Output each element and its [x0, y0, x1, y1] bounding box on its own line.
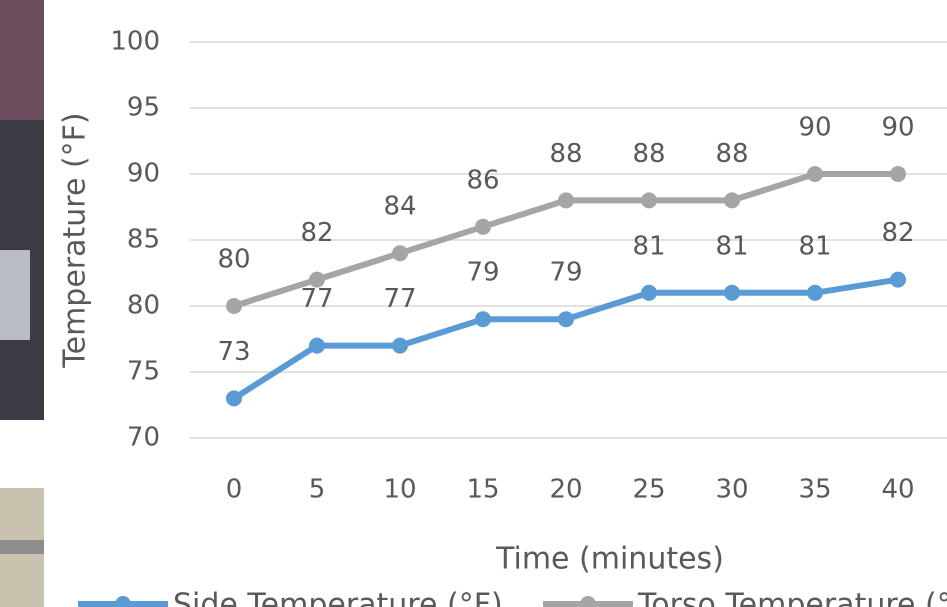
x-tick-label: 40	[881, 475, 914, 505]
point	[392, 338, 408, 354]
y-tick-label: 75	[127, 357, 160, 387]
point	[475, 219, 491, 235]
data-label: 90	[881, 113, 914, 143]
data-label: 77	[383, 284, 416, 314]
x-axis-title: Time (minutes)	[495, 542, 724, 577]
data-label: 82	[881, 218, 914, 248]
x-tick-label: 25	[632, 475, 665, 505]
point	[641, 285, 657, 301]
point	[641, 192, 657, 208]
series-line	[234, 280, 898, 399]
data-label: 80	[217, 245, 250, 275]
data-label: 86	[466, 165, 499, 195]
point	[226, 298, 242, 314]
photo-patch	[0, 540, 44, 554]
photo-patch	[0, 250, 30, 340]
point	[724, 192, 740, 208]
point	[807, 285, 823, 301]
legend-label: Side Temperature (°F)	[173, 588, 503, 607]
point	[807, 166, 823, 182]
point	[392, 245, 408, 261]
x-tick-label: 35	[798, 475, 831, 505]
data-label: 79	[549, 258, 582, 288]
background-photo	[0, 0, 44, 607]
x-tick-label: 5	[309, 475, 326, 505]
data-label: 81	[715, 231, 748, 261]
x-tick-label: 30	[715, 475, 748, 505]
data-label: 81	[632, 231, 665, 261]
data-label: 90	[798, 113, 831, 143]
data-label: 77	[300, 284, 333, 314]
point	[558, 192, 574, 208]
point	[226, 390, 242, 406]
legend-marker	[115, 596, 131, 607]
point	[475, 311, 491, 327]
point	[890, 272, 906, 288]
y-tick-label: 90	[127, 159, 160, 189]
photo-patch	[0, 0, 44, 120]
screenshot: Temperature (°F) Time (minutes) 70 75 80 85…	[0, 0, 947, 607]
y-axis-title: Temperature (°F)	[58, 112, 93, 368]
y-tick-label: 95	[127, 93, 160, 123]
data-label: 84	[383, 192, 416, 222]
x-tick-label: 20	[549, 475, 582, 505]
point	[724, 285, 740, 301]
y-tick-label: 100	[110, 27, 160, 57]
legend-label: Torso Temperature (°F)	[637, 588, 947, 607]
data-label: 79	[466, 258, 499, 288]
data-label: 88	[549, 139, 582, 169]
data-label: 88	[632, 139, 665, 169]
point	[309, 338, 325, 354]
y-tick-label: 70	[127, 423, 160, 453]
y-tick-label: 85	[127, 225, 160, 255]
y-tick-label: 80	[127, 291, 160, 321]
point	[890, 166, 906, 182]
data-label: 73	[217, 337, 250, 367]
point	[558, 311, 574, 327]
point	[309, 272, 325, 288]
x-tick-label: 15	[466, 475, 499, 505]
x-tick-label: 10	[383, 475, 416, 505]
data-label: 81	[798, 231, 831, 261]
legend-marker	[580, 596, 596, 607]
data-label: 82	[300, 218, 333, 248]
data-label: 88	[715, 139, 748, 169]
x-tick-label: 0	[226, 475, 243, 505]
